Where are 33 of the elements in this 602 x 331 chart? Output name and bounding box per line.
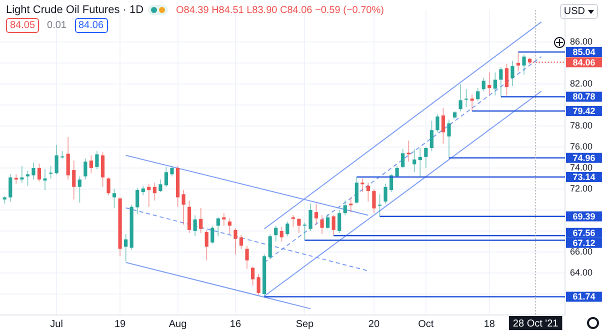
annotation: 84.05 [6,18,40,33]
annotation: USD [564,6,585,17]
y-tick-label: 64.00 [570,267,593,278]
x-tick-label: 28 Oct '21 [512,318,559,330]
x-tick-label: 18 [484,318,496,330]
ref-line-label: 67.56 [572,228,596,238]
x-tick-label: Jul [50,318,63,330]
x-tick-label: 20 [368,318,380,330]
y-tick-label: 86.00 [570,36,593,46]
y-tick-label: 78.00 [570,120,593,130]
ref-line-label: 80.78 [572,92,596,102]
y-tick-label: 74.00 [570,162,593,172]
ref-line-label: 67.12 [572,238,596,248]
x-tick-label: 19 [114,318,126,330]
ref-line-label: 79.42 [572,106,596,116]
y-tick-label: 82.00 [570,78,593,88]
ref-line-label: 84.06 [572,57,596,68]
ref-line-label: 74.96 [572,152,596,163]
x-tick-label: Aug [168,318,187,330]
y-tick-label: 66.00 [570,246,593,256]
y-tick-label: 72.00 [570,183,593,194]
x-tick-label: Oct [418,318,434,330]
annotation: 0.01 [46,19,68,32]
ref-line-label: 61.74 [572,292,596,302]
chart-title: Light Crude Oil Futures · 1D [6,4,144,16]
y-tick-label: 76.00 [570,141,593,152]
x-tick-label: Sep [296,318,314,330]
chart-subtitle: O84.39 H84.51 L83.90 C84.06 −0.59 (−0.70%) [176,5,384,16]
x-tick-label: 16 [230,318,242,330]
ref-line-label: 69.39 [572,211,596,222]
annotation: 84.06 [74,18,108,33]
ref-line-label: 73.14 [572,172,596,182]
ref-line-label: 85.04 [572,46,596,57]
